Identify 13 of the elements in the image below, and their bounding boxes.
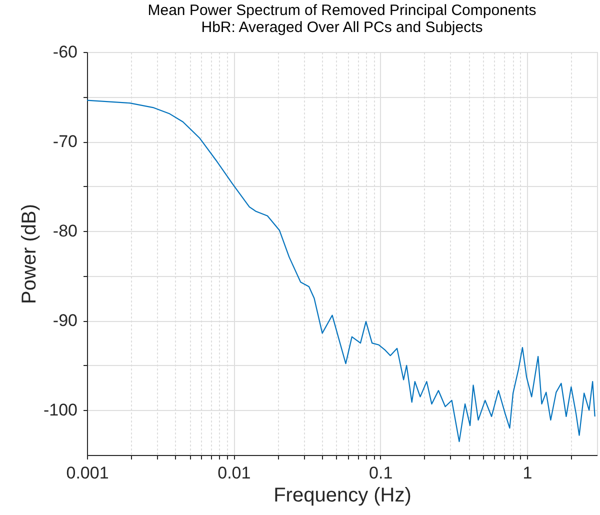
x-tick-label: 0.01	[218, 464, 251, 482]
x-tick-label: 0.001	[66, 464, 109, 482]
chart-title: Mean Power Spectrum of Removed Principal Components	[148, 2, 536, 19]
x-tick-label: 0.1	[369, 464, 393, 482]
x-tick-label: 1	[522, 464, 532, 482]
x-axis-title: Frequency (Hz)	[274, 484, 412, 506]
y-tick-label: -70	[52, 132, 78, 152]
y-tick-label: -80	[52, 222, 78, 241]
y-axis-title: Power (dB)	[18, 204, 40, 304]
y-tick-label: -60	[52, 42, 78, 62]
y-tick-label: -100	[43, 400, 78, 420]
y-tick-label: -90	[52, 311, 78, 330]
chart-subtitle: HbR: Averaged Over All PCs and Subjects	[201, 19, 483, 36]
